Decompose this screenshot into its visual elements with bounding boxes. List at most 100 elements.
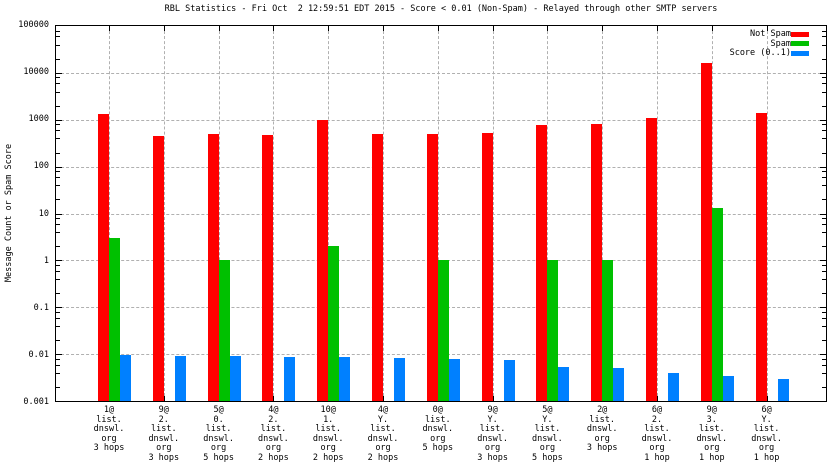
x-tick-top [163,26,165,31]
y-minor-tick [56,36,60,38]
not-spam-bar [591,124,603,401]
x-tick-top [383,26,384,31]
x-tick-label-line: Y. [487,414,498,425]
not-spam-bar [372,133,383,401]
legend-entry: Not Spam [750,29,809,39]
y-minor-tick [822,77,826,79]
x-tick-label: 1@ list. dnswl. org 3 hops [79,405,139,454]
score-bar [448,359,460,401]
x-tick-bottom [766,396,768,401]
x-tick-top [109,26,110,31]
x-tick-label-line: list. [370,424,396,434]
legend-swatch [791,41,809,46]
y-minor-tick [822,185,826,187]
y-minor-tick [56,340,60,341]
y-minor-tick [822,340,826,341]
y-minor-tick [822,372,826,374]
score-bar [120,355,131,401]
y-gridline [56,72,826,74]
y-minor-tick [822,386,826,388]
x-tick-label-line: 9@ [158,405,169,415]
x-tick-label: 4@ Y. list. dnswl. org 2 hops [353,405,413,463]
legend-entry: Spam [771,39,809,49]
x-tick-label: 9@ 3. list. dnswl. org 1 hop [682,405,742,463]
y-minor-tick [822,232,826,234]
y-major-tick [820,166,826,168]
x-tick-label-line: org [265,443,282,453]
y-minor-tick [56,199,60,201]
y-minor-tick [822,364,826,366]
not-spam-bar [152,136,164,401]
x-tick-label-line: Y. [761,414,772,425]
score-bar [339,357,351,401]
x-tick-label: 10@ 1. list. dnswl. org 2 hops [298,405,358,463]
x-tick-label-line: Y. [377,414,389,425]
x-tick-label: 5@ Y. list. dnswl. org 5 hops [517,405,577,463]
score-bar [174,356,186,401]
spam-bar [328,246,340,401]
x-tick-label-line: 0@ [432,405,443,415]
x-tick-label-line: org [375,443,391,453]
x-tick-label-line: org [430,433,446,444]
y-minor-tick [56,30,60,32]
x-tick-label-line: org [156,443,172,453]
legend-label: Score (0..1) [729,48,791,58]
y-minor-tick [822,325,826,327]
y-minor-tick [822,83,826,85]
not-spam-bar [207,134,219,401]
y-minor-tick [56,372,60,374]
spam-bar [547,260,559,401]
y-minor-tick [56,246,60,248]
y-minor-tick [822,264,826,266]
y-minor-tick [822,279,826,281]
x-tick-label-line: dnswl. [93,424,125,434]
y-minor-tick [822,246,826,248]
x-tick-top [766,26,768,31]
x-tick-label-line: list. [753,424,780,434]
x-tick-label-line: 2. [651,414,663,425]
y-minor-tick [56,264,60,266]
y-minor-tick [56,232,60,234]
x-tick-label-line: list. [479,424,506,434]
x-tick-label: 6@ 2. list. dnswl. org 1 hop [627,405,687,463]
y-major-tick [820,354,826,356]
x-tick-label-line: list. [699,424,725,434]
x-tick-label-line: dnswl. [641,433,673,444]
x-tick-top [657,26,658,31]
spam-bar [602,260,614,401]
y-minor-tick [822,130,826,132]
not-spam-bar [317,119,329,401]
x-tick-label-line: 5@ [213,405,224,415]
x-tick-label-line: 5 hops [532,452,563,463]
x-tick-label-line: list. [425,414,451,425]
x-tick-label-line: org [704,443,720,453]
x-tick-label: 2@ list. dnswl. org 3 hops [572,405,632,454]
x-tick-label-line: 2@ [597,405,608,415]
y-tick-label: 100000 [18,20,49,30]
score-bar [284,356,296,401]
x-tick-top [437,26,439,31]
x-tick-label-line: 4@ [268,405,279,415]
x-tick-label-line: 5 hops [203,452,234,463]
x-tick-label-line: list. [260,424,287,434]
y-minor-tick [822,270,826,272]
y-major-tick [56,72,62,74]
x-tick-label-line: org [320,443,336,453]
score-bar [722,376,734,401]
y-minor-tick [56,270,60,272]
y-major-tick [820,213,826,215]
x-tick-label-line: list. [205,424,232,434]
y-minor-tick [822,358,826,360]
x-tick-label-line: 3 hops [586,443,618,453]
x-tick-label-line: dnswl. [148,433,180,444]
x-tick-label-line: org [484,443,501,453]
y-minor-tick [822,124,826,126]
y-tick-label: 10000 [23,67,49,78]
y-major-tick [820,119,826,121]
y-minor-tick [822,36,826,38]
y-minor-tick [822,311,826,313]
y-tick-label: 0.001 [23,397,49,407]
not-spam-bar [536,124,548,401]
y-minor-tick [822,30,826,32]
x-tick-label-line: 9@ [487,405,498,415]
